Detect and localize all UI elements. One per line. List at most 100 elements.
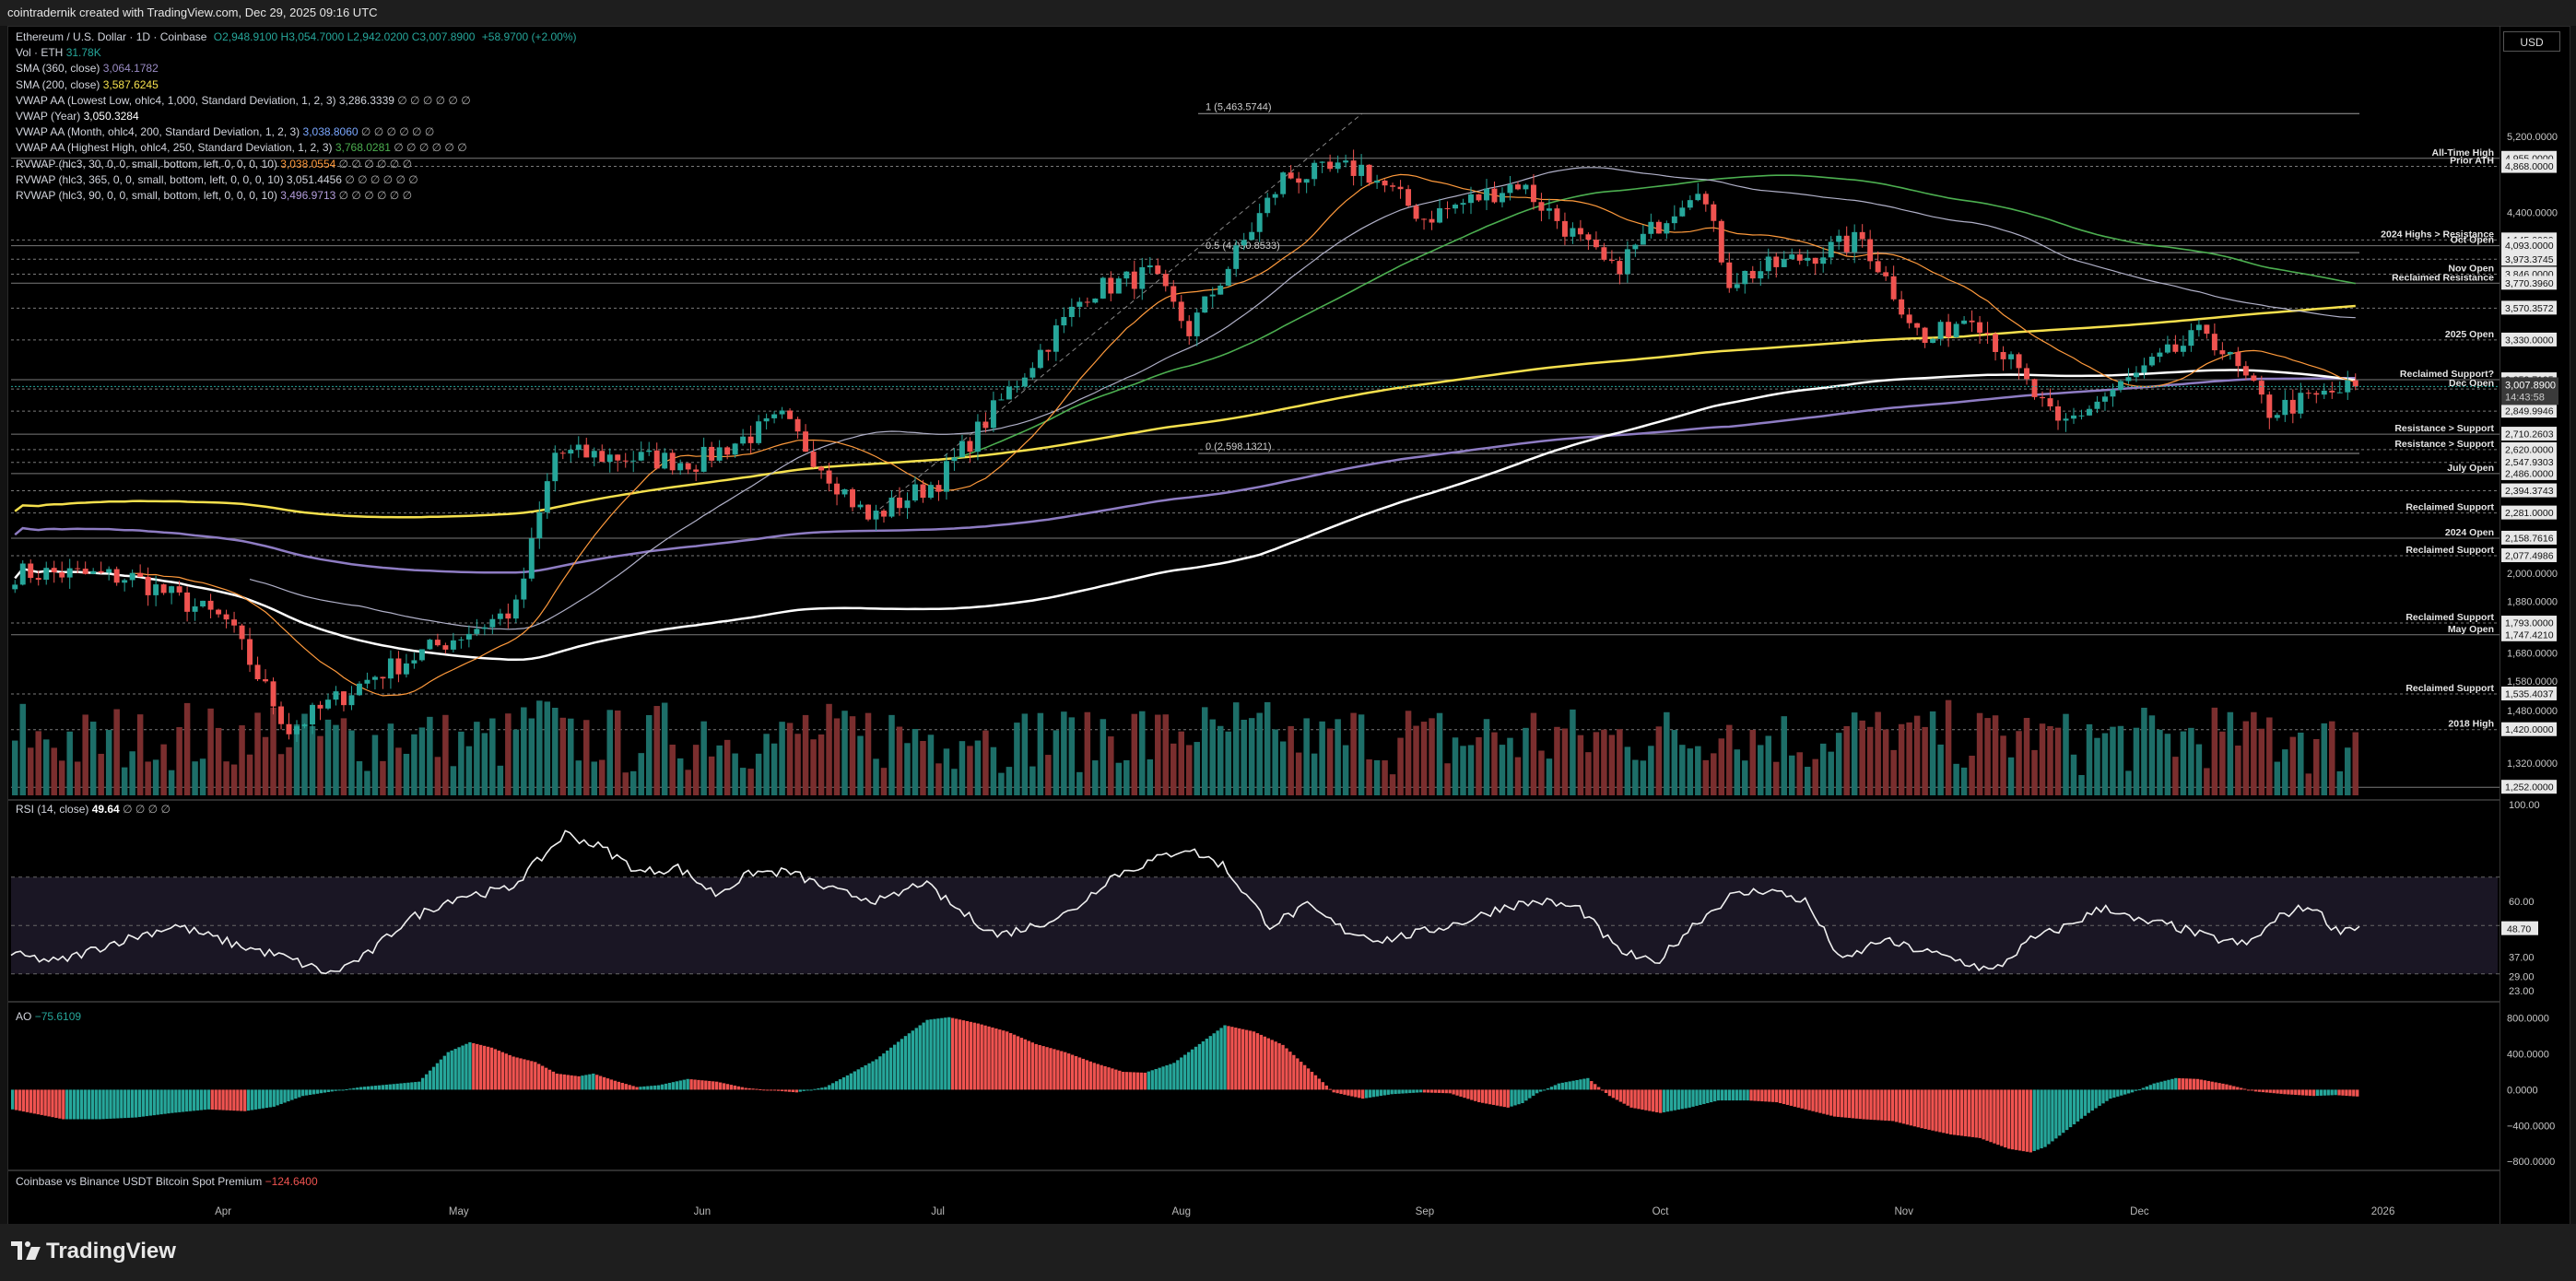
ao-bar (489, 1047, 494, 1090)
legend-row-7[interactable]: RVWAP (hlc3, 30, 0, 0, small, bottom, le… (16, 157, 577, 172)
ao-bar (1277, 1043, 1281, 1090)
candle-body (1476, 194, 1482, 201)
volume-bar (1984, 718, 1991, 795)
ao-bar (171, 1089, 174, 1113)
volume-bar (1420, 722, 1428, 795)
candle-body (1843, 235, 1850, 253)
candle-body (176, 586, 182, 593)
volume-bar (340, 718, 347, 795)
ao-bar (1615, 1089, 1619, 1100)
ao-bar (465, 1043, 468, 1090)
volume-bar (599, 759, 606, 795)
symbol-legend-row[interactable]: Ethereum / U.S. Dollar · 1D · Coinbase O… (16, 30, 577, 43)
ao-bar (1143, 1072, 1147, 1090)
ao-bar (1100, 1064, 1103, 1090)
low-value: 2,942.0200 (353, 30, 409, 43)
ao-bar (199, 1089, 204, 1111)
ao-bar (1122, 1072, 1125, 1090)
currency-button[interactable]: USD (2503, 31, 2560, 52)
volume-bar (1209, 719, 1216, 795)
ao-bar (534, 1062, 537, 1090)
volume-bar (653, 706, 660, 795)
ao-bar (2268, 1089, 2272, 1093)
ao-bar (933, 1018, 936, 1090)
volume-bar (2070, 754, 2077, 795)
ao-bar (1452, 1089, 1455, 1095)
ao-bar (1771, 1089, 1775, 1102)
ao-bar (1347, 1089, 1350, 1096)
ao-bar (2341, 1089, 2345, 1096)
legend-value: 3,038.8060 (302, 125, 359, 139)
volume-bar (1648, 746, 1654, 795)
candle-body (873, 511, 879, 520)
premium-legend[interactable]: Coinbase vs Binance USDT Bitcoin Spot Pr… (16, 1175, 318, 1188)
ao-bar (1096, 1064, 1100, 1090)
legend-row-2[interactable]: SMA (200, close) 3,587.6245 (16, 77, 577, 93)
volume-bar (1366, 759, 1372, 795)
ao-bar (2308, 1089, 2312, 1096)
ao-bar (1618, 1089, 1622, 1102)
ao-bar (1699, 1089, 1702, 1105)
ao-bar (980, 1024, 983, 1090)
candle-body (724, 447, 731, 455)
ao-bar (1586, 1077, 1590, 1090)
ao-bar (878, 1056, 882, 1090)
volume-bar (286, 746, 292, 795)
ao-bar (298, 1089, 301, 1098)
rsi-legend[interactable]: RSI (14, close) 49.64 ∅ ∅ ∅ ∅ (16, 803, 171, 816)
candle-body (2289, 399, 2296, 414)
ao-bar (1582, 1078, 1586, 1090)
legend-row-4[interactable]: VWAP (Year) 3,050.3284 (16, 109, 577, 124)
candle-body (2008, 354, 2015, 359)
candle-body (66, 568, 73, 578)
candle-body (1570, 228, 1576, 237)
candle-body (841, 488, 848, 495)
legend-row-1[interactable]: SMA (360, close) 3,064.1782 (16, 61, 577, 76)
legend-row-5[interactable]: VWAP AA (Month, ohlc4, 200, Standard Dev… (16, 124, 577, 140)
candle-body (28, 563, 34, 579)
volume-bar (1796, 752, 1803, 795)
legend-row-3[interactable]: VWAP AA (Lowest Low, ohlc4, 1,000, Stand… (16, 93, 577, 109)
ao-bar (635, 1087, 639, 1090)
candle-body (2157, 352, 2163, 358)
volume-bar (2204, 768, 2210, 795)
ao-bar (370, 1086, 374, 1090)
ao-bar (214, 1089, 218, 1111)
volume-bar (575, 760, 582, 795)
volume-bar (2219, 731, 2226, 795)
ao-bar (1310, 1072, 1314, 1090)
ao-bar (1996, 1089, 2000, 1146)
legend-row-0[interactable]: Vol · ETH 31.78K (16, 45, 577, 61)
ao-bar (841, 1076, 846, 1090)
level-price-tag (2501, 686, 2557, 700)
level-price-tag (2501, 276, 2557, 290)
ao-bar (250, 1089, 254, 1111)
volume-bar (2242, 721, 2250, 795)
ao-bar (323, 1089, 327, 1093)
tradingview-logo[interactable]: TradingView (11, 1239, 176, 1264)
ao-bar (693, 1079, 697, 1090)
x-tick-label: 2026 (2371, 1206, 2395, 1217)
candle-body (1820, 257, 1827, 264)
ao-bar (58, 1089, 62, 1119)
ao-bar (418, 1081, 421, 1090)
volume-bar (1397, 737, 1404, 795)
ao-bar (2221, 1083, 2225, 1090)
ao-bar (2261, 1089, 2265, 1093)
legend-row-8[interactable]: RVWAP (hlc3, 365, 0, 0, small, bottom, l… (16, 172, 577, 188)
candle-body (442, 645, 449, 650)
candle-body (732, 443, 738, 455)
candle-body (1021, 377, 1028, 387)
ao-bar (1165, 1064, 1169, 1090)
ao-legend[interactable]: AO −75.6109 (16, 1010, 81, 1023)
ao-bar (595, 1075, 599, 1090)
ao-bar (1673, 1089, 1677, 1111)
legend-row-6[interactable]: VWAP AA (Highest High, ohlc4, 250, Stand… (16, 140, 577, 156)
candle-body (1640, 233, 1646, 245)
legend-row-9[interactable]: RVWAP (hlc3, 90, 0, 0, small, bottom, le… (16, 188, 577, 204)
ao-bar (2004, 1089, 2007, 1148)
candle-body (2321, 390, 2327, 395)
ao-bar (780, 1089, 784, 1092)
ao-bar (439, 1059, 443, 1090)
